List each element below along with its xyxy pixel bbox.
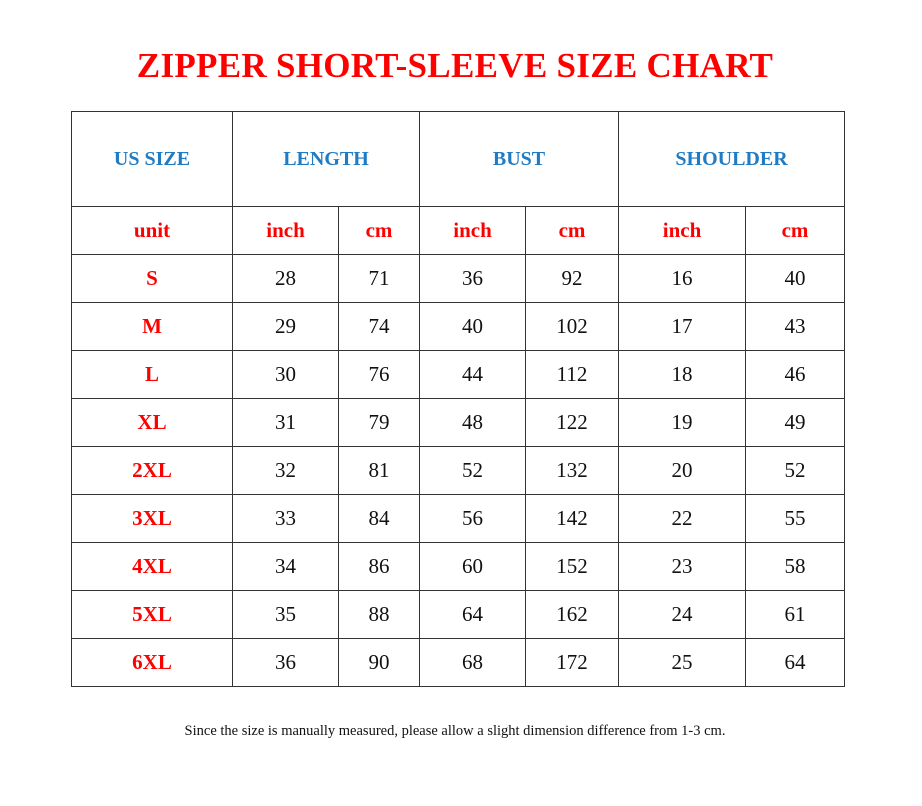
measurement-cell: 32	[232, 446, 339, 495]
unit-cell: cm	[525, 206, 620, 255]
measurement-cell: 22	[618, 494, 747, 543]
table-row: 6XL 36 90 68 172 25 64	[71, 638, 846, 687]
measurement-cell: 16	[618, 254, 747, 303]
measurement-cell: 24	[618, 590, 747, 639]
measurement-cell: 33	[232, 494, 339, 543]
measurement-cell: 44	[419, 350, 527, 399]
unit-cell: inch	[618, 206, 747, 255]
table-row: 4XL 34 86 60 152 23 58	[71, 542, 846, 591]
measurement-cell: 86	[337, 542, 421, 591]
measurement-cell: 81	[337, 446, 421, 495]
measurement-cell: 64	[419, 590, 527, 639]
measurement-cell: 36	[419, 254, 527, 303]
table-row: L 30 76 44 112 18 46	[71, 350, 846, 399]
measurement-cell: 40	[419, 302, 527, 351]
header-bust: BUST	[419, 111, 620, 207]
measurement-cell: 34	[232, 542, 339, 591]
size-label: 3XL	[71, 494, 233, 543]
measurement-cell: 58	[745, 542, 846, 591]
measurement-cell: 55	[745, 494, 846, 543]
measurement-cell: 18	[618, 350, 747, 399]
table-row: XL 31 79 48 122 19 49	[71, 398, 846, 447]
size-label: L	[71, 350, 233, 399]
size-label: S	[71, 254, 233, 303]
table-row: M 29 74 40 102 17 43	[71, 302, 846, 351]
measurement-cell: 122	[525, 398, 620, 447]
table-row: 5XL 35 88 64 162 24 61	[71, 590, 846, 639]
measurement-cell: 88	[337, 590, 421, 639]
measurement-cell: 142	[525, 494, 620, 543]
measurement-cell: 132	[525, 446, 620, 495]
size-chart-table: US SIZE LENGTH BUST SHOULDER unit inch c…	[71, 111, 846, 687]
measurement-cell: 48	[419, 398, 527, 447]
measurement-cell: 43	[745, 302, 846, 351]
measurement-cell: 162	[525, 590, 620, 639]
measurement-cell: 71	[337, 254, 421, 303]
measurement-cell: 74	[337, 302, 421, 351]
measurement-cell: 36	[232, 638, 339, 687]
measurement-cell: 40	[745, 254, 846, 303]
unit-cell: cm	[337, 206, 421, 255]
measurement-cell: 25	[618, 638, 747, 687]
measurement-cell: 152	[525, 542, 620, 591]
page-title: ZIPPER SHORT-SLEEVE SIZE CHART	[136, 46, 774, 85]
size-label: M	[71, 302, 233, 351]
measurement-cell: 17	[618, 302, 747, 351]
measurement-cell: 64	[745, 638, 846, 687]
measurement-cell: 102	[525, 302, 620, 351]
measurement-cell: 60	[419, 542, 527, 591]
measurement-cell: 76	[337, 350, 421, 399]
table-row: 3XL 33 84 56 142 22 55	[71, 494, 846, 543]
size-label: 5XL	[71, 590, 233, 639]
measurement-cell: 112	[525, 350, 620, 399]
measurement-cell: 90	[337, 638, 421, 687]
measurement-cell: 19	[618, 398, 747, 447]
size-label: 6XL	[71, 638, 233, 687]
measurement-cell: 29	[232, 302, 339, 351]
measurement-cell: 56	[419, 494, 527, 543]
size-label: XL	[71, 398, 233, 447]
measurement-cell: 23	[618, 542, 747, 591]
unit-cell: inch	[232, 206, 339, 255]
unit-cell: inch	[419, 206, 527, 255]
measurement-note: Since the size is manually measured, ple…	[184, 723, 726, 739]
measurement-cell: 20	[618, 446, 747, 495]
unit-cell: cm	[745, 206, 846, 255]
header-length: LENGTH	[231, 111, 421, 207]
measurement-cell: 79	[337, 398, 421, 447]
measurement-cell: 49	[745, 398, 846, 447]
header-us-size: US SIZE	[71, 111, 233, 207]
table-row: 2XL 32 81 52 132 20 52	[71, 446, 846, 495]
table-row: S 28 71 36 92 16 40	[71, 254, 846, 303]
measurement-cell: 172	[525, 638, 620, 687]
measurement-cell: 68	[419, 638, 527, 687]
measurement-cell: 92	[525, 254, 620, 303]
measurement-cell: 52	[745, 446, 846, 495]
measurement-cell: 35	[232, 590, 339, 639]
header-shoulder: SHOULDER	[618, 111, 846, 207]
measurement-cell: 61	[745, 590, 846, 639]
measurement-cell: 30	[232, 350, 339, 399]
measurement-cell: 52	[419, 446, 527, 495]
header-row: US SIZE LENGTH BUST SHOULDER	[71, 111, 846, 207]
measurement-cell: 46	[745, 350, 846, 399]
size-label: 4XL	[71, 542, 233, 591]
measurement-cell: 28	[232, 254, 339, 303]
unit-label: unit	[71, 206, 233, 255]
size-label: 2XL	[71, 446, 233, 495]
unit-row: unit inch cm inch cm inch cm	[71, 206, 846, 255]
measurement-cell: 84	[337, 494, 421, 543]
measurement-cell: 31	[232, 398, 339, 447]
